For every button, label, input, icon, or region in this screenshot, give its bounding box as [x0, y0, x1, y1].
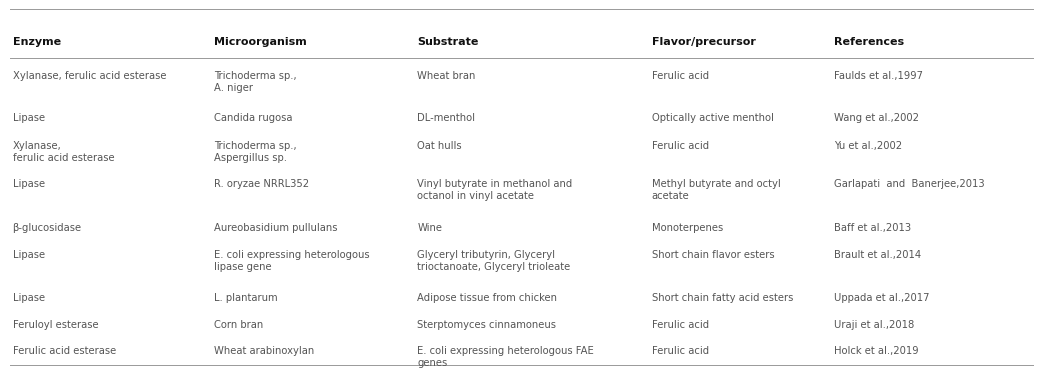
- Text: Ferulic acid esterase: Ferulic acid esterase: [13, 346, 116, 356]
- Text: Corn bran: Corn bran: [214, 320, 263, 330]
- Text: Wheat arabinoxylan: Wheat arabinoxylan: [214, 346, 314, 356]
- Text: E. coli expressing heterologous FAE
genes: E. coli expressing heterologous FAE gene…: [417, 346, 593, 368]
- Text: Uppada et al.,2017: Uppada et al.,2017: [834, 293, 930, 303]
- Text: Trichoderma sp.,
Aspergillus sp.: Trichoderma sp., Aspergillus sp.: [214, 141, 296, 163]
- Text: Feruloyl esterase: Feruloyl esterase: [13, 320, 98, 330]
- Text: Garlapati  and  Banerjee,2013: Garlapati and Banerjee,2013: [834, 179, 985, 189]
- Text: Sterptomyces cinnamoneus: Sterptomyces cinnamoneus: [417, 320, 556, 330]
- Text: Flavor/precursor: Flavor/precursor: [652, 37, 756, 47]
- Text: DL-menthol: DL-menthol: [417, 113, 476, 124]
- Text: Candida rugosa: Candida rugosa: [214, 113, 292, 124]
- Text: Glyceryl tributyrin, Glyceryl
trioctanoate, Glyceryl trioleate: Glyceryl tributyrin, Glyceryl trioctanoa…: [417, 250, 571, 272]
- Text: Short chain flavor esters: Short chain flavor esters: [652, 250, 775, 272]
- Text: Yu et al.,2002: Yu et al.,2002: [834, 141, 902, 151]
- Text: Faulds et al.,1997: Faulds et al.,1997: [834, 71, 923, 81]
- Text: Brault et al.,2014: Brault et al.,2014: [834, 250, 922, 260]
- Text: E. coli expressing heterologous
lipase gene: E. coli expressing heterologous lipase g…: [214, 250, 369, 272]
- Text: Uraji et al.,2018: Uraji et al.,2018: [834, 320, 915, 330]
- Text: Short chain fatty acid esters: Short chain fatty acid esters: [652, 293, 794, 303]
- Text: Ferulic acid: Ferulic acid: [652, 141, 709, 151]
- Text: Wang et al.,2002: Wang et al.,2002: [834, 113, 919, 124]
- Text: Ferulic acid: Ferulic acid: [652, 346, 709, 356]
- Text: β-glucosidase: β-glucosidase: [13, 223, 81, 233]
- Text: Ferulic acid: Ferulic acid: [652, 71, 709, 93]
- Text: Monoterpenes: Monoterpenes: [652, 223, 723, 233]
- Text: Xylanase, ferulic acid esterase: Xylanase, ferulic acid esterase: [13, 71, 166, 81]
- Text: Xylanase,
ferulic acid esterase: Xylanase, ferulic acid esterase: [13, 141, 114, 163]
- Text: Adipose tissue from chicken: Adipose tissue from chicken: [417, 293, 557, 303]
- Text: Trichoderma sp.,
A. niger: Trichoderma sp., A. niger: [214, 71, 296, 93]
- Text: Microorganism: Microorganism: [214, 37, 307, 47]
- Text: Vinyl butyrate in methanol and
octanol in vinyl acetate: Vinyl butyrate in methanol and octanol i…: [417, 179, 573, 201]
- Text: References: References: [834, 37, 904, 47]
- Text: Lipase: Lipase: [13, 113, 45, 124]
- Text: L. plantarum: L. plantarum: [214, 293, 277, 303]
- Text: Lipase: Lipase: [13, 179, 45, 201]
- Text: Oat hulls: Oat hulls: [417, 141, 462, 151]
- Text: Holck et al.,2019: Holck et al.,2019: [834, 346, 919, 356]
- Text: R. oryzae NRRL352: R. oryzae NRRL352: [214, 179, 309, 189]
- Text: Substrate: Substrate: [417, 37, 479, 47]
- Text: Enzyme: Enzyme: [13, 37, 60, 47]
- Text: Lipase: Lipase: [13, 250, 45, 260]
- Text: Aureobasidium pullulans: Aureobasidium pullulans: [214, 223, 337, 233]
- Text: Baff et al.,2013: Baff et al.,2013: [834, 223, 912, 233]
- Text: Wine: Wine: [417, 223, 442, 233]
- Text: Ferulic acid: Ferulic acid: [652, 320, 709, 330]
- Text: Lipase: Lipase: [13, 293, 45, 303]
- Text: Wheat bran: Wheat bran: [417, 71, 476, 93]
- Text: Methyl butyrate and octyl
acetate: Methyl butyrate and octyl acetate: [652, 179, 780, 201]
- Text: Optically active menthol: Optically active menthol: [652, 113, 774, 124]
